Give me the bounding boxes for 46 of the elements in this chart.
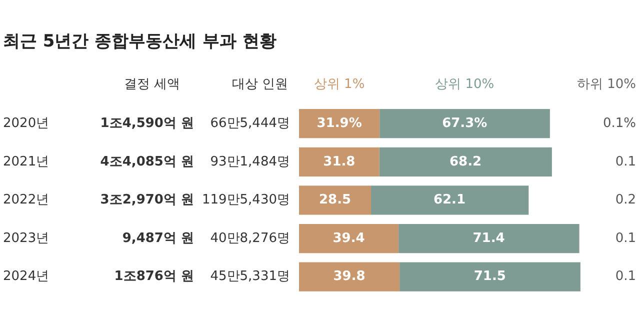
data-label: 67.3% [442,116,488,131]
bar [299,186,372,215]
data-label: 0.1 [615,269,636,284]
text: 4조4,085억 원 [100,154,194,170]
bar [400,262,580,292]
y-tick-label: 2024년 [3,269,50,284]
bar [299,147,380,176]
data-label: 31.9% [316,116,362,131]
data-label: 71.5 [474,269,506,284]
data-label: 0.2 [615,192,636,208]
bar [299,262,400,292]
text: 66만5,444명 [210,116,290,131]
text: 대상 인원 [232,76,288,92]
y-tick-label: 2020년 [3,116,50,131]
data-label: 31.8 [323,154,356,170]
text: 45만5,331명 [210,269,290,284]
data-label: 62.1 [433,192,466,208]
y-tick-label: 2022년 [3,192,50,208]
bar [371,186,528,215]
text: 3조2,970억 원 [100,192,194,208]
text: 결정 세액 [124,76,180,92]
text: 1조876억 원 [114,269,194,284]
text: 9,487억 원 [122,230,194,246]
text: 하위 10% [576,76,636,92]
data-label: 28.5 [318,192,352,208]
y-tick-label: 2023년 [3,230,50,246]
data-label: 68.2 [449,154,482,170]
text: 1조4,590억 원 [100,116,194,131]
data-label: 39.4 [332,230,365,246]
data-label: 0.1 [615,230,636,246]
data-label: 0.1% [602,116,636,131]
y-tick-label: 2021년 [3,154,50,170]
series-label: 상위 1% [314,76,365,92]
data-label: 0.1 [615,154,636,170]
data-label: 39.8 [333,269,366,284]
text: 119만5,430명 [202,192,290,208]
bar [380,109,550,138]
bar [379,147,552,176]
text: 최근 5년간 종합부동산세 부과 현황 [3,32,277,52]
bar [299,224,399,254]
bar [398,224,579,254]
text: 40만8,276명 [210,230,290,246]
data-label: 71.4 [472,230,505,246]
bar [299,109,380,138]
text: 93만1,484명 [210,154,290,170]
series-label: 상위 10% [435,76,494,92]
